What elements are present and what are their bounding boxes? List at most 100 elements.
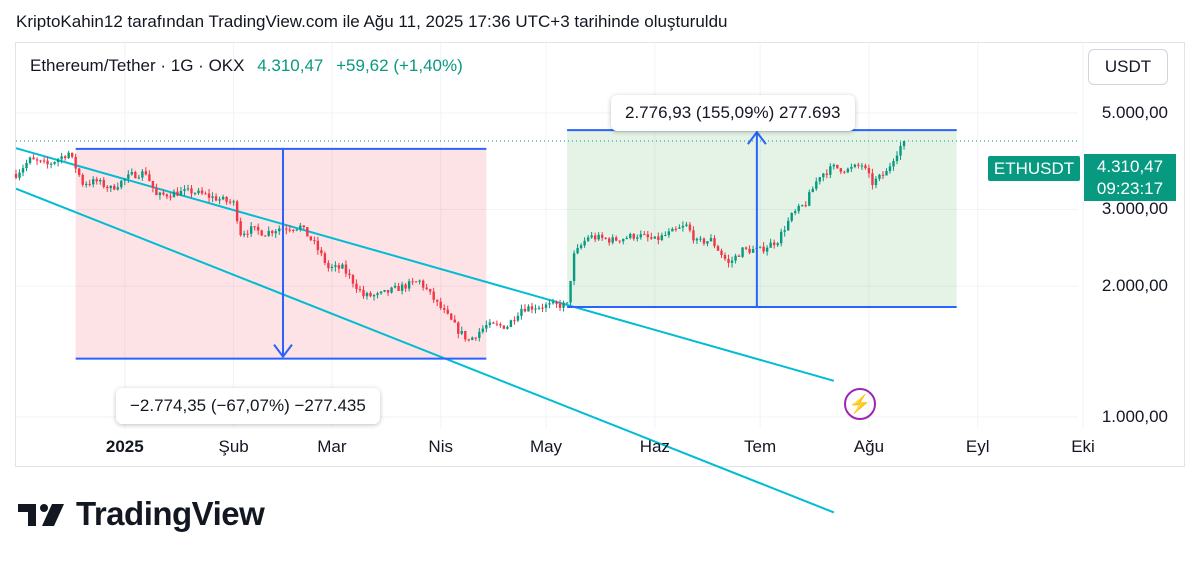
candle-body <box>225 196 228 202</box>
brand-name: TradingView <box>76 495 265 532</box>
price-axis-tag: 4.310,47 09:23:17 <box>1084 154 1176 201</box>
candle <box>53 161 56 166</box>
candle-body <box>709 238 713 242</box>
candle-body <box>622 238 625 242</box>
candle-body <box>874 178 878 186</box>
candle-body <box>292 229 295 231</box>
candle <box>600 232 604 241</box>
candle-body <box>151 180 155 188</box>
candle <box>92 176 95 188</box>
candle <box>344 260 348 277</box>
candle-body <box>604 237 607 239</box>
candle-body <box>67 152 70 159</box>
candle <box>499 322 502 328</box>
candle <box>653 236 657 240</box>
candle <box>650 232 653 240</box>
candle <box>239 217 242 237</box>
candle <box>306 227 309 237</box>
candle-body <box>888 166 892 172</box>
candle <box>425 283 428 291</box>
currency-button[interactable]: USDT <box>1088 49 1168 85</box>
candle <box>299 222 302 232</box>
candle-body <box>853 164 857 167</box>
candle <box>797 203 800 214</box>
candle-body <box>590 235 593 238</box>
candle-body <box>625 237 628 239</box>
candle <box>495 320 499 327</box>
candle <box>264 235 267 237</box>
candle <box>741 246 744 258</box>
candle-body <box>464 331 467 340</box>
candle-body <box>787 220 790 231</box>
candle <box>309 236 313 242</box>
candle-body <box>527 306 530 312</box>
candle-body <box>99 179 102 182</box>
candle-body <box>193 193 197 195</box>
candle <box>158 191 162 200</box>
candle-body <box>288 229 291 231</box>
candle-body <box>249 226 253 234</box>
candle <box>569 280 572 306</box>
candle <box>63 155 67 161</box>
candle-body <box>495 323 499 325</box>
candle <box>218 196 221 205</box>
candle-body <box>474 337 478 339</box>
candle-body <box>558 303 562 308</box>
candle-body <box>607 238 611 243</box>
candle-body <box>144 171 148 175</box>
candle <box>70 152 74 159</box>
candle-body <box>695 238 699 241</box>
candle <box>176 187 179 197</box>
candle-body <box>32 157 35 160</box>
candle <box>467 338 470 342</box>
candle-body <box>555 302 558 304</box>
candle <box>348 269 351 279</box>
candle <box>246 230 249 238</box>
candle <box>372 294 376 301</box>
candle-body <box>179 190 183 196</box>
candle <box>428 288 432 295</box>
x-axis-label: Tem <box>744 437 777 456</box>
candle-body <box>197 190 200 194</box>
candle-body <box>664 235 667 237</box>
candle <box>232 199 235 206</box>
candle <box>825 169 829 179</box>
candle-body <box>485 325 488 329</box>
candle <box>432 287 435 304</box>
candle-body <box>35 159 39 161</box>
candle <box>583 237 586 248</box>
candle-body <box>523 308 527 312</box>
candle <box>478 328 481 342</box>
candle <box>506 325 509 330</box>
candle <box>414 281 418 283</box>
candle-body <box>699 238 702 240</box>
candle <box>197 187 200 195</box>
candle-body <box>158 192 162 196</box>
candle-body <box>653 236 657 239</box>
candle-body <box>235 201 239 222</box>
candle <box>888 162 892 174</box>
x-axis-label: Mar <box>317 437 347 456</box>
candle <box>695 237 699 244</box>
candle-body <box>439 301 442 309</box>
candle <box>485 320 488 333</box>
candle-body <box>414 281 418 283</box>
x-axis-label: Haz <box>639 437 670 456</box>
candle <box>267 226 270 237</box>
candle-body <box>618 240 621 242</box>
candle-body <box>330 266 334 269</box>
candle <box>162 189 165 196</box>
candle-body <box>204 193 207 195</box>
candle-body <box>369 292 372 297</box>
candle-body <box>478 331 481 338</box>
chart-frame <box>15 42 1185 467</box>
candle <box>646 230 649 242</box>
candle-body <box>776 243 779 246</box>
candle-body <box>899 146 902 156</box>
lightning-icon[interactable]: ⚡ <box>844 388 876 420</box>
candle-body <box>825 173 829 175</box>
candle <box>130 168 134 176</box>
candle <box>443 304 446 314</box>
candle <box>32 154 35 160</box>
candle-body <box>351 275 355 284</box>
